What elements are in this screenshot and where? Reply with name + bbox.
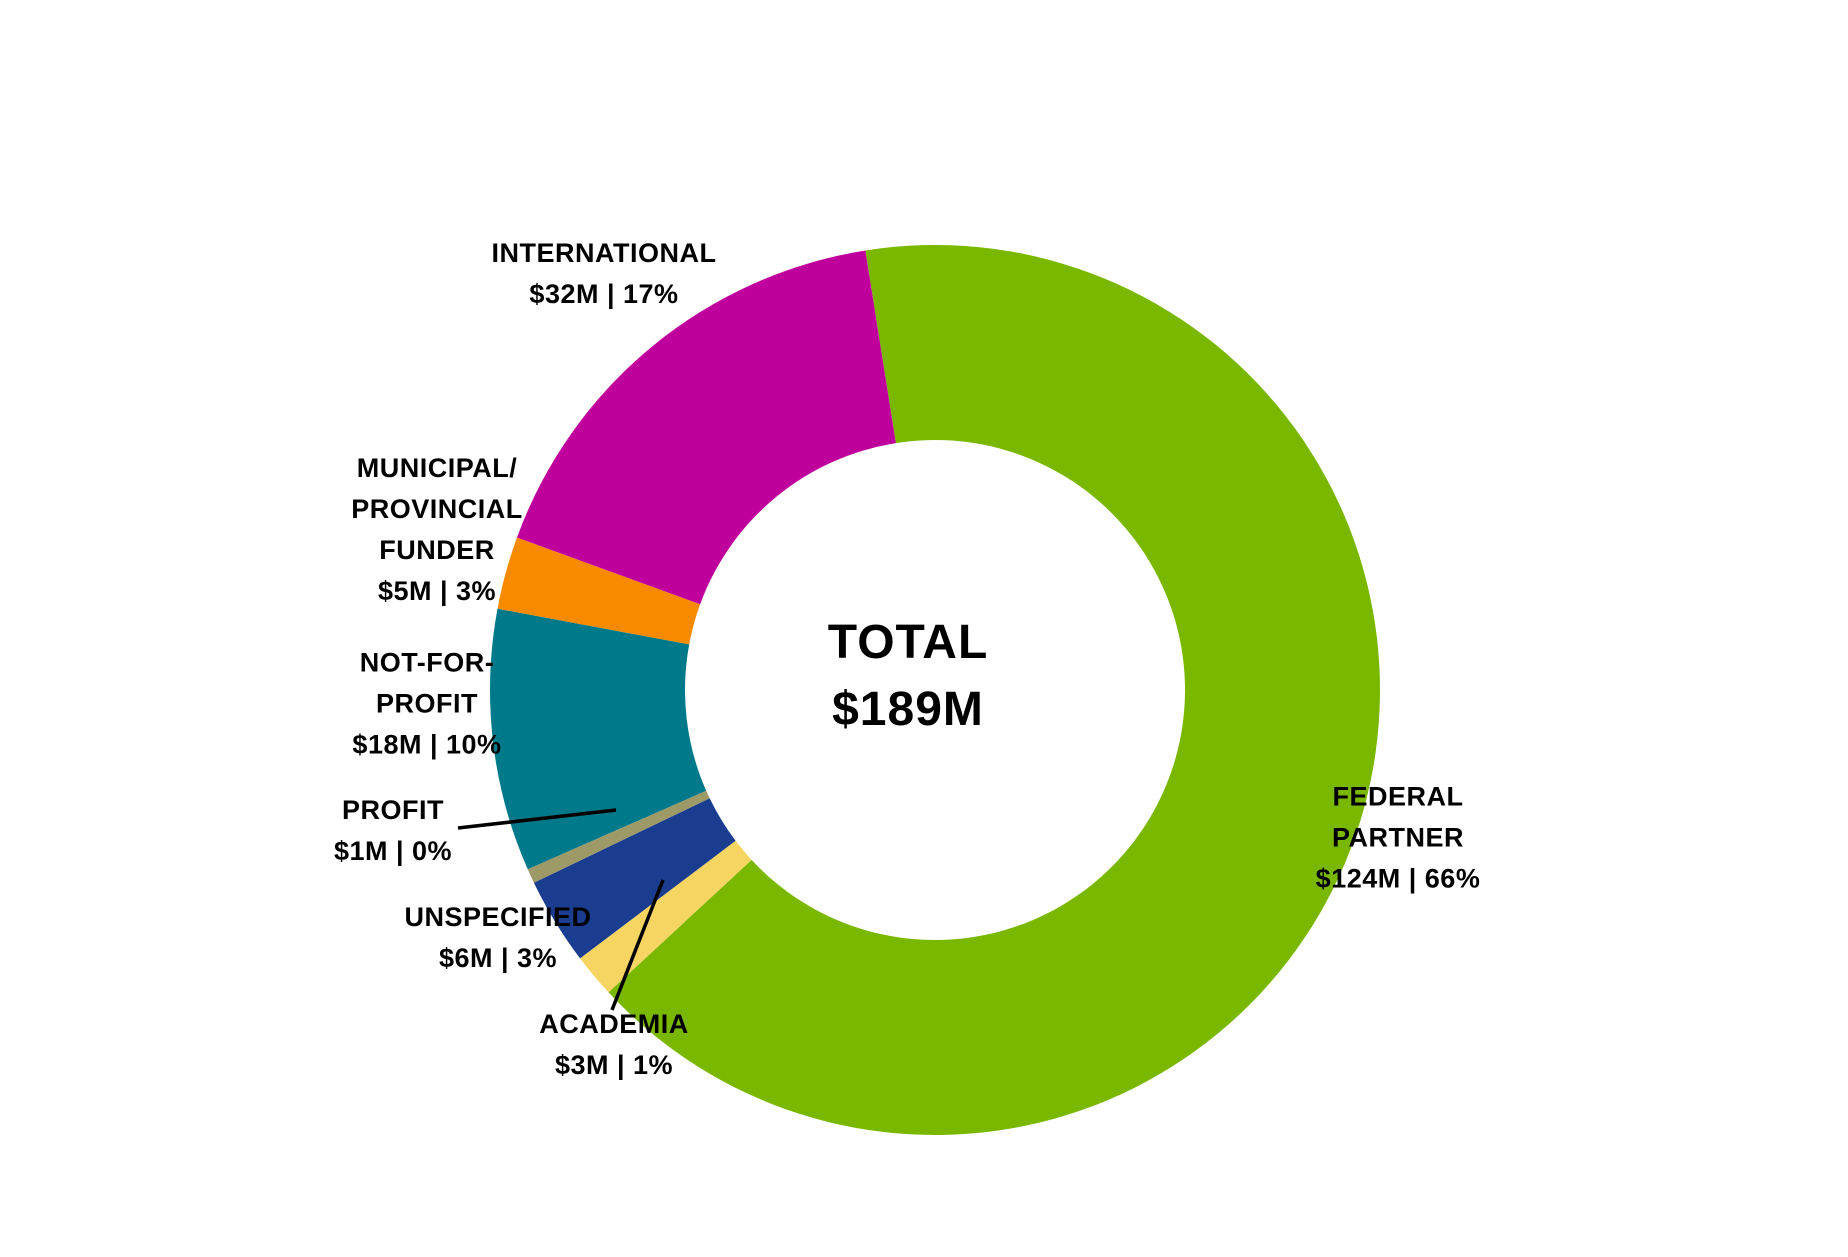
label-profit: PROFIT $1M | 0% xyxy=(334,790,452,872)
label-municipal-provincial-funder: MUNICIPAL/ PROVINCIAL FUNDER $5M | 3% xyxy=(351,448,523,612)
donut-slices xyxy=(490,245,1380,1136)
label-unspecified-name: UNSPECIFIED xyxy=(404,902,592,932)
label-municipal-name-3: FUNDER xyxy=(379,535,495,565)
slice-not-for-profit xyxy=(490,608,707,870)
label-municipal-name-2: PROVINCIAL xyxy=(351,494,523,524)
label-international-name: INTERNATIONAL xyxy=(491,238,717,268)
label-nfp-name-1: NOT-FOR- xyxy=(359,647,495,678)
label-federal-partner: FEDERAL PARTNER $124M | 66% xyxy=(1316,777,1481,900)
label-federal-value: $124M | 66% xyxy=(1315,863,1481,894)
slice-profit xyxy=(527,790,710,883)
label-unspecified: UNSPECIFIED $6M | 3% xyxy=(404,897,591,979)
slice-unspecified xyxy=(533,798,736,959)
label-international-value: $32M | 17% xyxy=(529,279,679,309)
label-academia-name: ACADEMIA xyxy=(539,1009,689,1039)
label-municipal-name-1: MUNICIPAL/ xyxy=(356,453,518,483)
label-academia-value: $3M | 1% xyxy=(554,1050,674,1080)
label-not-for-profit: NOT-FOR- PROFIT $18M | 10% xyxy=(352,643,501,766)
profit-leader-line xyxy=(457,808,617,830)
center-total-value: $189M xyxy=(832,683,984,736)
center-total-label: TOTAL $189M xyxy=(828,609,989,743)
label-municipal-value: $5M | 3% xyxy=(377,576,497,606)
label-international: INTERNATIONAL $32M | 17% xyxy=(492,233,717,315)
slice-international xyxy=(516,250,896,605)
label-federal-name-2: PARTNER xyxy=(1331,822,1464,853)
label-federal-name-1: FEDERAL xyxy=(1332,781,1464,812)
label-profit-name: PROFIT xyxy=(341,795,444,825)
slice-federal-partner xyxy=(608,245,1380,1136)
center-total-title: TOTAL xyxy=(827,616,989,669)
slice-academia xyxy=(580,840,752,993)
label-unspecified-value: $6M | 3% xyxy=(438,943,558,973)
academia-leader-line xyxy=(610,879,665,1011)
label-academia: ACADEMIA $3M | 1% xyxy=(539,1004,689,1086)
label-nfp-name-2: PROFIT xyxy=(375,688,478,719)
slice-municipal-provincial-funder xyxy=(497,537,701,645)
label-nfp-value: $18M | 10% xyxy=(352,729,502,760)
label-profit-value: $1M | 0% xyxy=(333,836,453,866)
